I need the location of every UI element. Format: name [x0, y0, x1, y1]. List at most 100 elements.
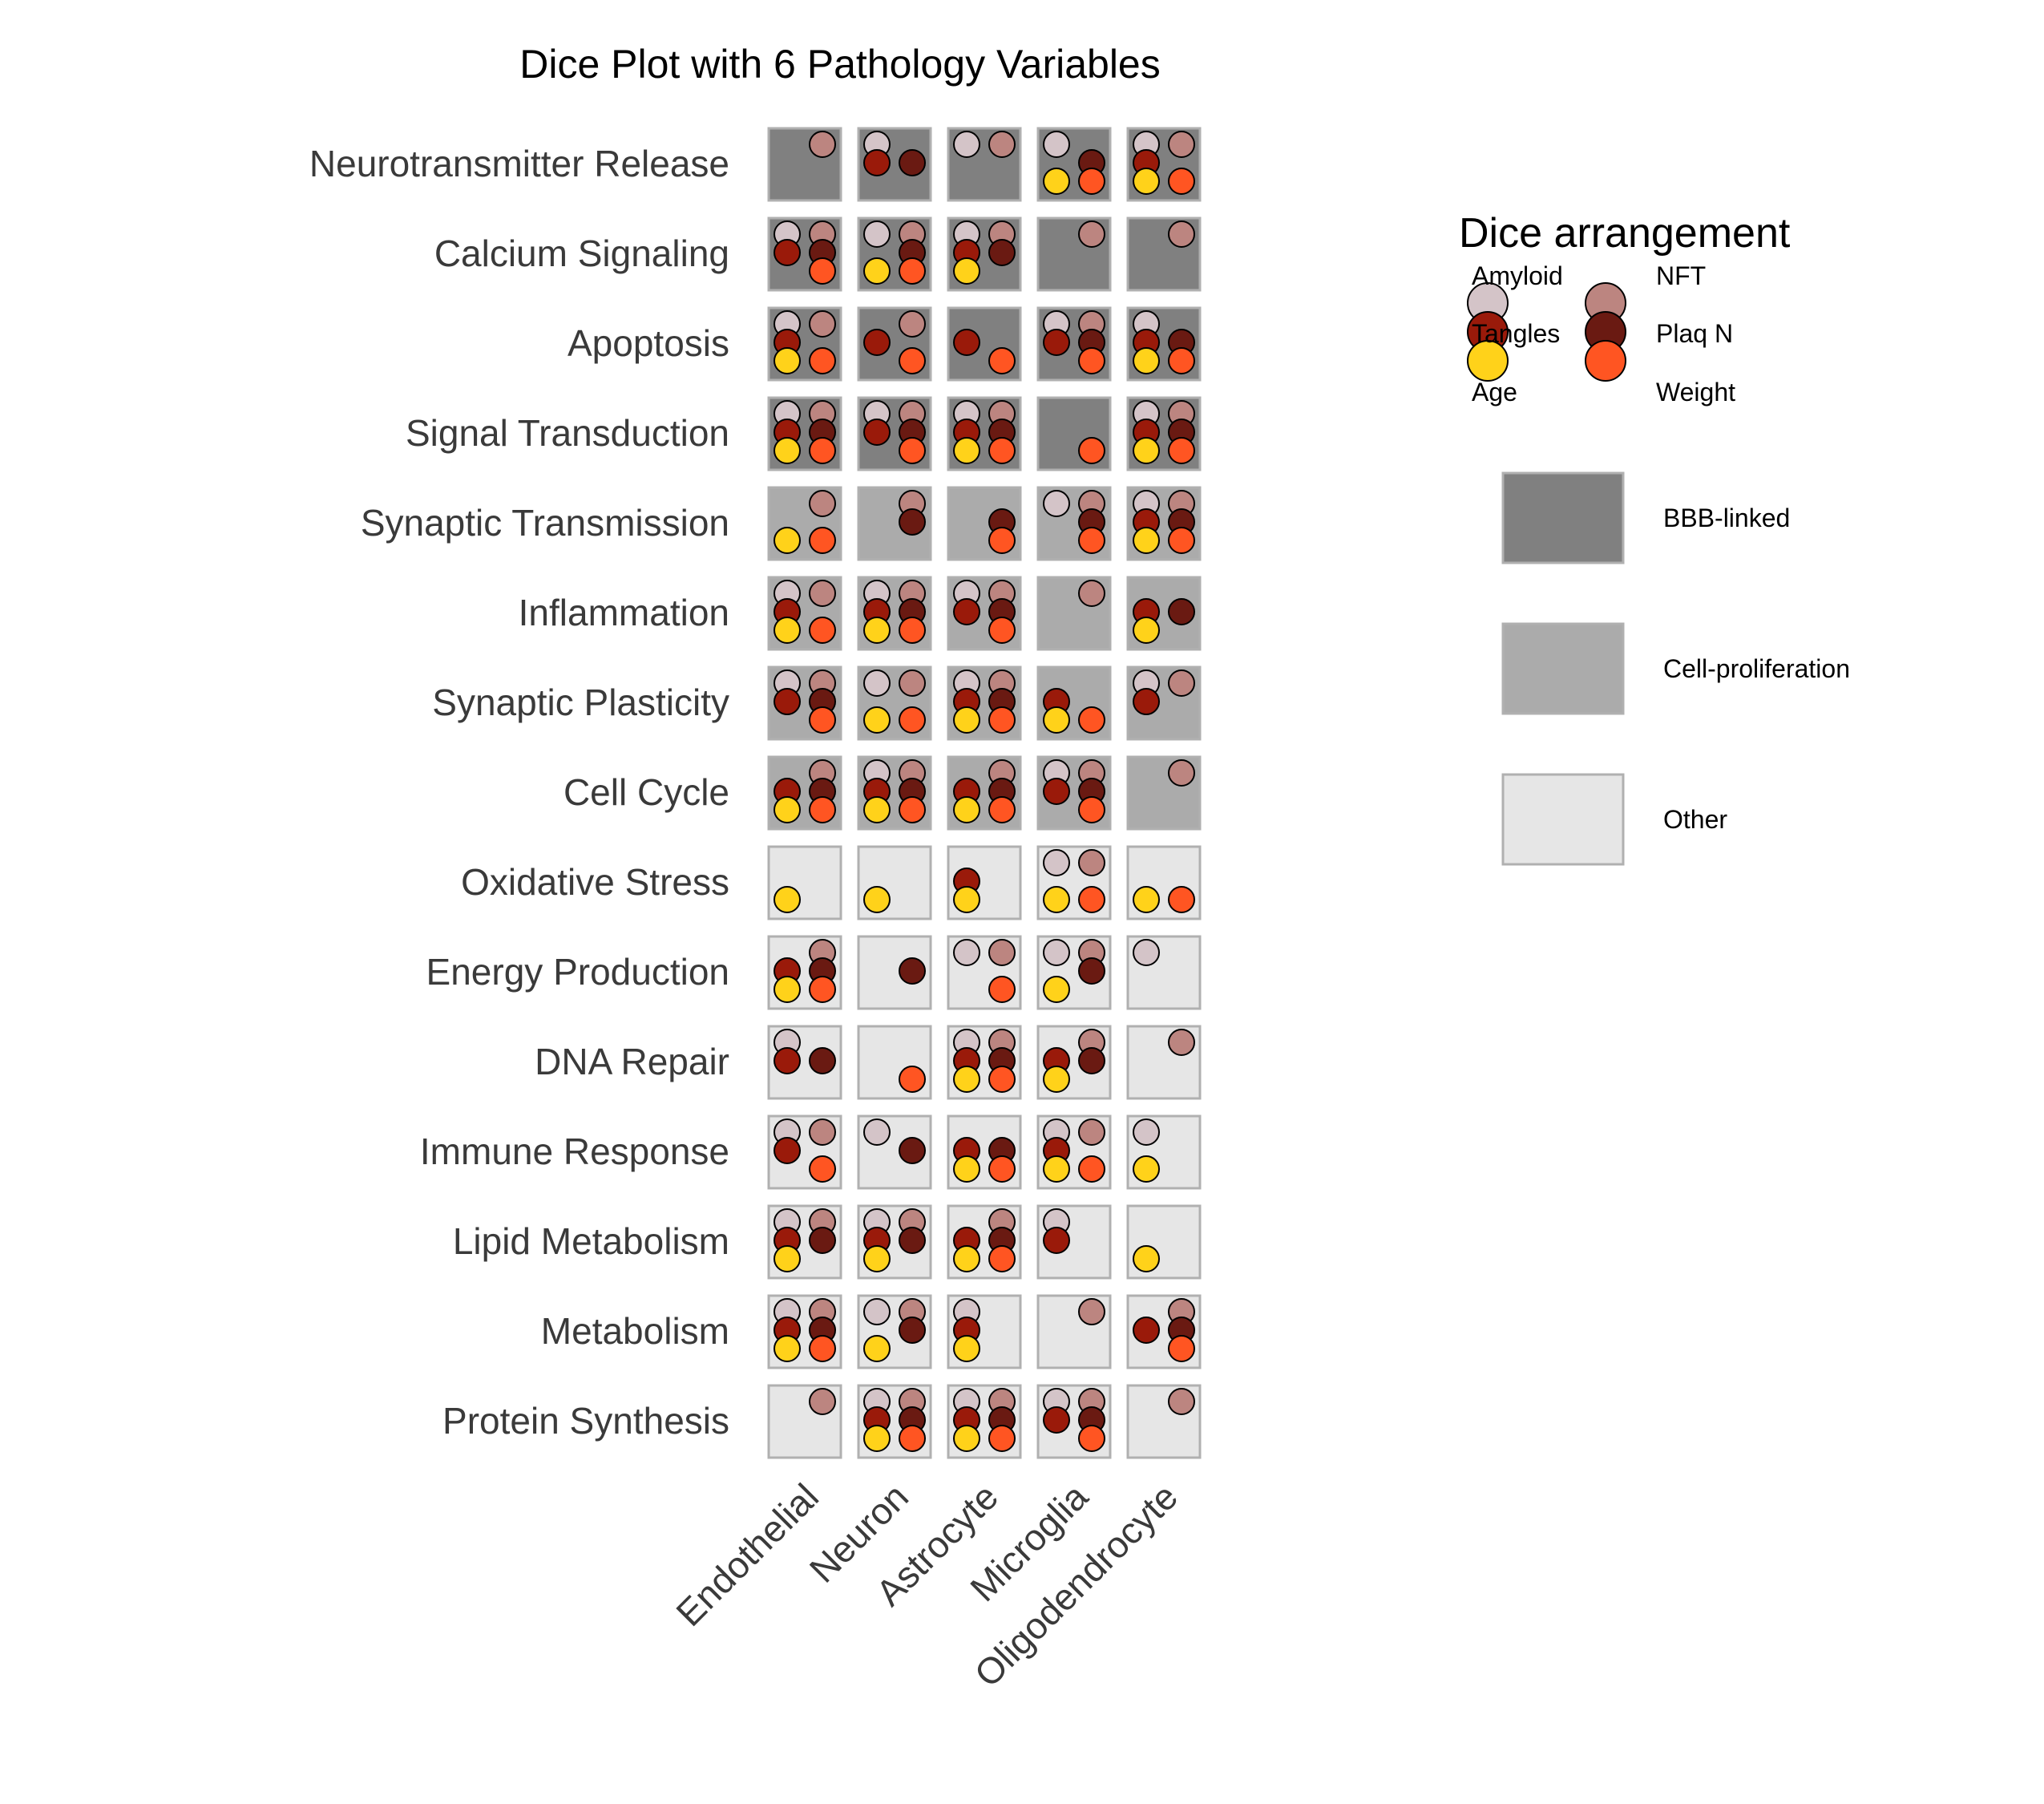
dice-cell-energy-production-microglia: [1036, 935, 1112, 1010]
dot-weight: [809, 347, 836, 374]
chart-title: Dice Plot with 6 Pathology Variables: [519, 42, 1161, 87]
dot-age: [774, 1335, 801, 1362]
dice-cell-energy-production-neuron: [857, 935, 932, 1010]
dot-weight: [1078, 1155, 1105, 1183]
dot-weight: [809, 976, 836, 1003]
dot-nft: [988, 131, 1016, 158]
dot-nft: [809, 490, 836, 517]
dot-amyloid: [953, 131, 980, 158]
row-label-neurotransmitter-release: Neurotransmitter Release: [309, 143, 729, 184]
dot-age: [863, 886, 891, 913]
row-label-synaptic-transmission: Synaptic Transmission: [361, 502, 729, 544]
dice-cell-lipid-metabolism-endothelial: [767, 1204, 842, 1280]
dice-cell-energy-production-astrocyte: [947, 935, 1022, 1010]
dice-cell-oxidative-stress-microglia: [1036, 845, 1112, 920]
dice-cell-inflammation-oligodendrocyte: [1126, 576, 1202, 651]
dot-weight: [809, 527, 836, 554]
dice-cell-cell-cycle-astrocyte: [947, 755, 1022, 831]
dot-age: [1133, 437, 1160, 464]
dice-cell-signal-transduction-endothelial: [767, 396, 842, 471]
dice-cell-signal-transduction-neuron: [857, 396, 932, 471]
dot-age: [953, 1066, 980, 1093]
dot-age: [774, 527, 801, 554]
dot-age: [863, 257, 891, 285]
dot-nft: [1168, 131, 1195, 158]
dot-age: [863, 706, 891, 734]
dot-weight: [899, 1425, 926, 1452]
dice-cell-synaptic-transmission-neuron: [857, 486, 932, 561]
dot-weight: [809, 257, 836, 285]
dice-cell-lipid-metabolism-microglia: [1036, 1204, 1112, 1280]
dot-nft: [809, 131, 836, 158]
dice-cell-synaptic-plasticity-microglia: [1036, 665, 1112, 741]
dice-cell-apoptosis-oligodendrocyte: [1126, 306, 1202, 382]
legend-label-tangles: Tangles: [1472, 319, 1560, 348]
dice-cell-immune-response-oligodendrocyte: [1126, 1114, 1202, 1190]
dot-amyloid: [863, 1118, 891, 1146]
dot-nft: [1168, 220, 1195, 248]
dot-nft: [1168, 1029, 1195, 1056]
legend-dot-weight: [1585, 340, 1626, 382]
dice-cell-dna-repair-endothelial: [767, 1025, 842, 1100]
legend-swatch-other: [1501, 773, 1625, 866]
dot-nft: [1078, 849, 1105, 876]
dice-cell-synaptic-transmission-endothelial: [767, 486, 842, 561]
legend-category-cell-proliferation: Cell-proliferation: [1663, 654, 1850, 683]
dice-cell-apoptosis-endothelial: [767, 306, 842, 382]
dice-cell-inflammation-astrocyte: [947, 576, 1022, 651]
dot-weight: [988, 1245, 1016, 1272]
dot-nft: [1078, 1298, 1105, 1325]
dice-cell-calcium-signaling-endothelial: [767, 216, 842, 292]
dot-nft: [1078, 1118, 1105, 1146]
dot-age: [1133, 347, 1160, 374]
dot-weight: [1078, 168, 1105, 195]
dot-age: [953, 886, 980, 913]
dice-cell-dna-repair-oligodendrocyte: [1126, 1025, 1202, 1100]
dot-weight: [1168, 168, 1195, 195]
dot-nft: [809, 310, 836, 338]
dot-weight: [809, 617, 836, 644]
dot-plaq-n: [988, 239, 1016, 266]
dice-cell-neurotransmitter-release-astrocyte: [947, 127, 1022, 202]
dot-tangles: [1043, 1406, 1070, 1434]
dot-nft: [1168, 1388, 1195, 1415]
dice-cell-protein-synthesis-oligodendrocyte: [1126, 1384, 1202, 1459]
row-label-dna-repair: DNA Repair: [535, 1041, 729, 1082]
dot-nft: [1168, 759, 1195, 787]
dot-tangles: [953, 329, 980, 356]
dot-age: [953, 437, 980, 464]
dot-age: [1043, 976, 1070, 1003]
dice-cell-synaptic-transmission-oligodendrocyte: [1126, 486, 1202, 561]
dot-weight: [988, 437, 1016, 464]
dice-cell-synaptic-transmission-microglia: [1036, 486, 1112, 561]
row-label-metabolism: Metabolism: [541, 1310, 729, 1352]
dot-amyloid: [1133, 1118, 1160, 1146]
dice-cell-lipid-metabolism-oligodendrocyte: [1126, 1204, 1202, 1280]
dice-cell-inflammation-endothelial: [767, 576, 842, 651]
dot-plaq-n: [899, 1137, 926, 1164]
dice-cell-apoptosis-neuron: [857, 306, 932, 382]
dot-nft: [1078, 220, 1105, 248]
legend-label-plaq-n: Plaq N: [1656, 319, 1733, 348]
dice-cell-calcium-signaling-oligodendrocyte: [1126, 216, 1202, 292]
dot-weight: [1078, 437, 1105, 464]
dot-amyloid: [1043, 490, 1070, 517]
row-label-protein-synthesis: Protein Synthesis: [442, 1400, 729, 1442]
dice-cell-apoptosis-microglia: [1036, 306, 1112, 382]
legend-title: Dice arrangement: [1459, 210, 1791, 257]
dot-weight: [988, 1425, 1016, 1452]
dice-cell-neurotransmitter-release-oligodendrocyte: [1126, 127, 1202, 202]
dot-weight: [988, 527, 1016, 554]
dot-age: [774, 796, 801, 823]
dice-cell-metabolism-neuron: [857, 1294, 932, 1369]
dot-age: [1043, 1066, 1070, 1093]
row-label-inflammation: Inflammation: [519, 592, 729, 633]
dot-weight: [988, 1155, 1016, 1183]
dot-age: [1133, 617, 1160, 644]
row-label-calcium-signaling: Calcium Signaling: [434, 233, 729, 274]
dot-weight: [899, 796, 926, 823]
legend-label-weight: Weight: [1656, 378, 1735, 407]
legend-categories: BBB-linked Cell-proliferation Other: [1501, 471, 1850, 866]
dot-age: [774, 347, 801, 374]
dot-tangles: [774, 1137, 801, 1164]
